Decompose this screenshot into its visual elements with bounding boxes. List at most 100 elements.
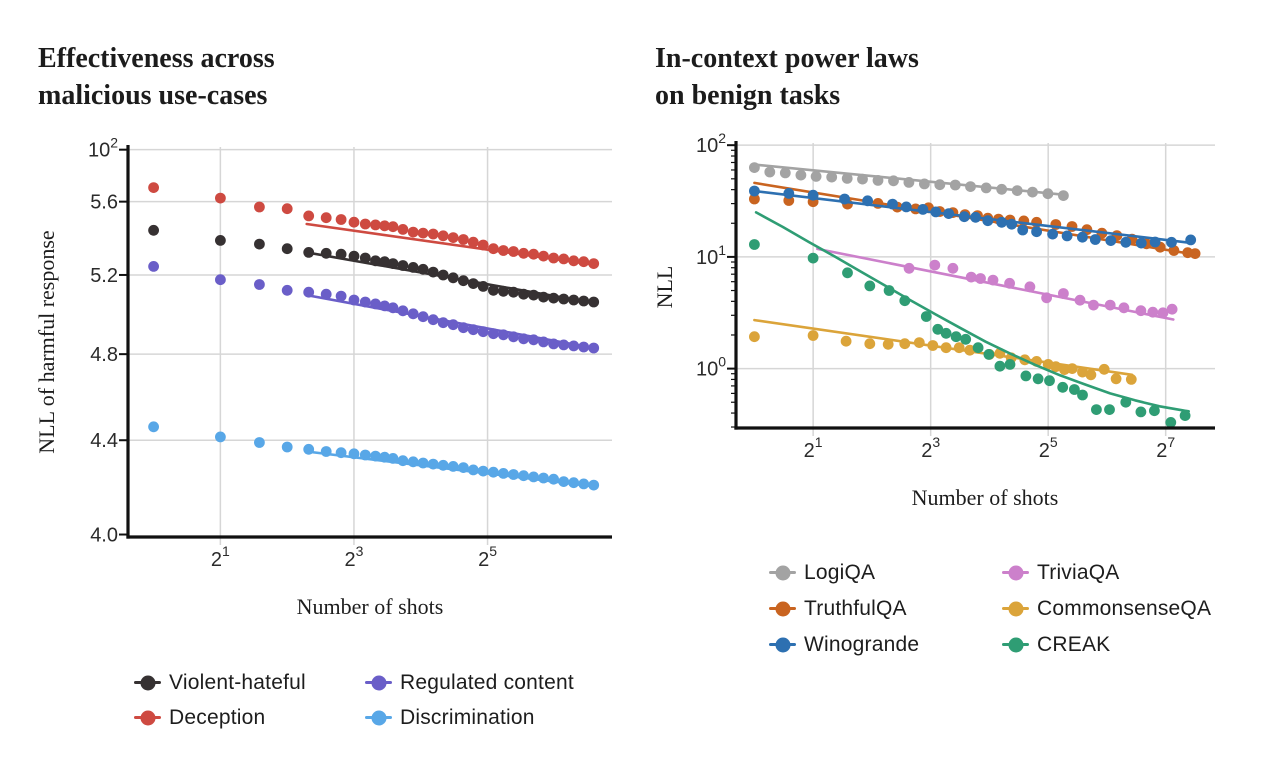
commonsenseqa-point [807, 330, 819, 341]
logiqa-point [810, 171, 822, 182]
left-chart-title: Effectiveness across malicious use-cases [38, 40, 275, 114]
winogrande-point [930, 206, 942, 218]
violent-hateful-point [281, 243, 293, 255]
winogrande-dots [749, 185, 1197, 249]
violent-hateful-point [348, 250, 360, 262]
creak-point [940, 327, 952, 339]
deception-point [303, 210, 315, 222]
creak-point [842, 267, 853, 279]
discrimination-point [498, 468, 509, 479]
winogrande-point [839, 193, 850, 205]
winogrande-point [917, 204, 929, 215]
winogrande-point [749, 185, 760, 197]
creak-point [1057, 381, 1069, 393]
creak-point [864, 280, 876, 292]
winogrande-point [996, 216, 1008, 228]
triviaqa-point [1024, 281, 1036, 293]
triviaqa-point [1166, 303, 1178, 315]
commonsenseqa-point [864, 338, 876, 350]
logiqa-dots [749, 162, 1069, 202]
winogrande-point [900, 201, 912, 213]
commonsenseqa-point [1066, 363, 1078, 374]
discrimination-dots [148, 421, 600, 491]
deception-point [148, 182, 160, 194]
truthfulqa-point [749, 193, 760, 205]
logiqa-point [749, 162, 760, 174]
logiqa-point [872, 175, 884, 186]
commonsenseqa-point [927, 340, 939, 351]
violent-hateful-dots [148, 224, 600, 308]
legend-item-triviaqa: TriviaQA [1002, 559, 1120, 586]
triviaqa-point [965, 271, 977, 283]
y-tick-label: 4.8 [90, 344, 118, 366]
deception-legend-marker-icon [134, 710, 161, 726]
y-axis-title: NLL [652, 266, 677, 309]
triviaqa-point [947, 262, 959, 274]
violent-hateful-point [148, 224, 160, 236]
commonsenseqa-point [953, 342, 965, 354]
creak-point [983, 349, 995, 360]
legend-item-truthfulqa: TruthfulQA [769, 595, 907, 622]
y-tick-label: 102 [88, 135, 118, 162]
creak-point [899, 295, 911, 307]
deception-point [387, 221, 399, 233]
winogrande-point [1185, 234, 1197, 246]
deception-point [215, 192, 226, 204]
commonsenseqa-point [913, 337, 925, 348]
deception-point [348, 216, 360, 228]
triviaqa-point [975, 273, 986, 284]
creak-legend-marker-icon [1002, 637, 1029, 653]
creak-point [1120, 396, 1132, 408]
discrimination-point [488, 466, 499, 478]
winogrande-point [1006, 218, 1018, 230]
series-layer [749, 162, 1201, 428]
x-tick-label: 25 [478, 543, 497, 571]
y-tick-label: 4.0 [90, 525, 118, 547]
commonsenseqa-legend-marker-icon [1002, 601, 1029, 617]
legend-item-regulated-content: Regulated content [365, 669, 574, 696]
commonsenseqa-point [1077, 366, 1088, 378]
discrimination-point [477, 465, 489, 477]
deception-point [437, 230, 449, 242]
y-tick-label: 102 [696, 130, 726, 157]
commonsenseqa-point [899, 338, 911, 350]
winogrande-point [1120, 236, 1132, 248]
creak-point [972, 342, 984, 354]
commonsenseqa-point [1050, 361, 1062, 373]
triviaqa-legend-marker-icon [1002, 565, 1029, 581]
logiqa-point [1042, 188, 1054, 200]
triviaqa-point [1058, 288, 1069, 299]
violent-hateful-point [359, 252, 371, 264]
violent-hateful-fit-line [305, 251, 595, 305]
winogrande-point [783, 188, 795, 199]
triviaqa-point [1118, 302, 1130, 314]
logiqa-point [779, 167, 791, 179]
triviaqa-point [929, 259, 941, 271]
truthfulqa-point [1168, 245, 1180, 256]
winogrande-point [1135, 237, 1147, 249]
commonsenseqa-point [1110, 373, 1122, 385]
regulated-content-point [254, 279, 265, 290]
legend-label-violent-hateful: Violent-hateful [169, 670, 306, 694]
y-tick-label: 5.6 [90, 192, 118, 214]
logiqa-point [980, 182, 992, 194]
commonsenseqa-point [1098, 363, 1110, 375]
triviaqa-point [1147, 306, 1159, 318]
triviaqa-point [1088, 299, 1099, 311]
logiqa-point [903, 177, 915, 188]
legend-item-violent-hateful: Violent-hateful [134, 669, 306, 696]
deception-point [447, 232, 459, 244]
deception-point [379, 220, 390, 232]
logiqa-point [826, 171, 838, 183]
legend-label-winogrande: Winogrande [804, 632, 920, 656]
x-tick-label: 23 [344, 543, 363, 571]
x-tick-label: 21 [211, 543, 230, 571]
creak-point [1077, 389, 1088, 401]
commonsenseqa-point [1085, 369, 1097, 381]
logiqa-point [1058, 190, 1069, 202]
creak-point [1165, 417, 1177, 428]
logiqa-point [888, 175, 899, 187]
legend-item-winogrande: Winogrande [769, 631, 919, 658]
commonsenseqa-point [940, 342, 952, 354]
